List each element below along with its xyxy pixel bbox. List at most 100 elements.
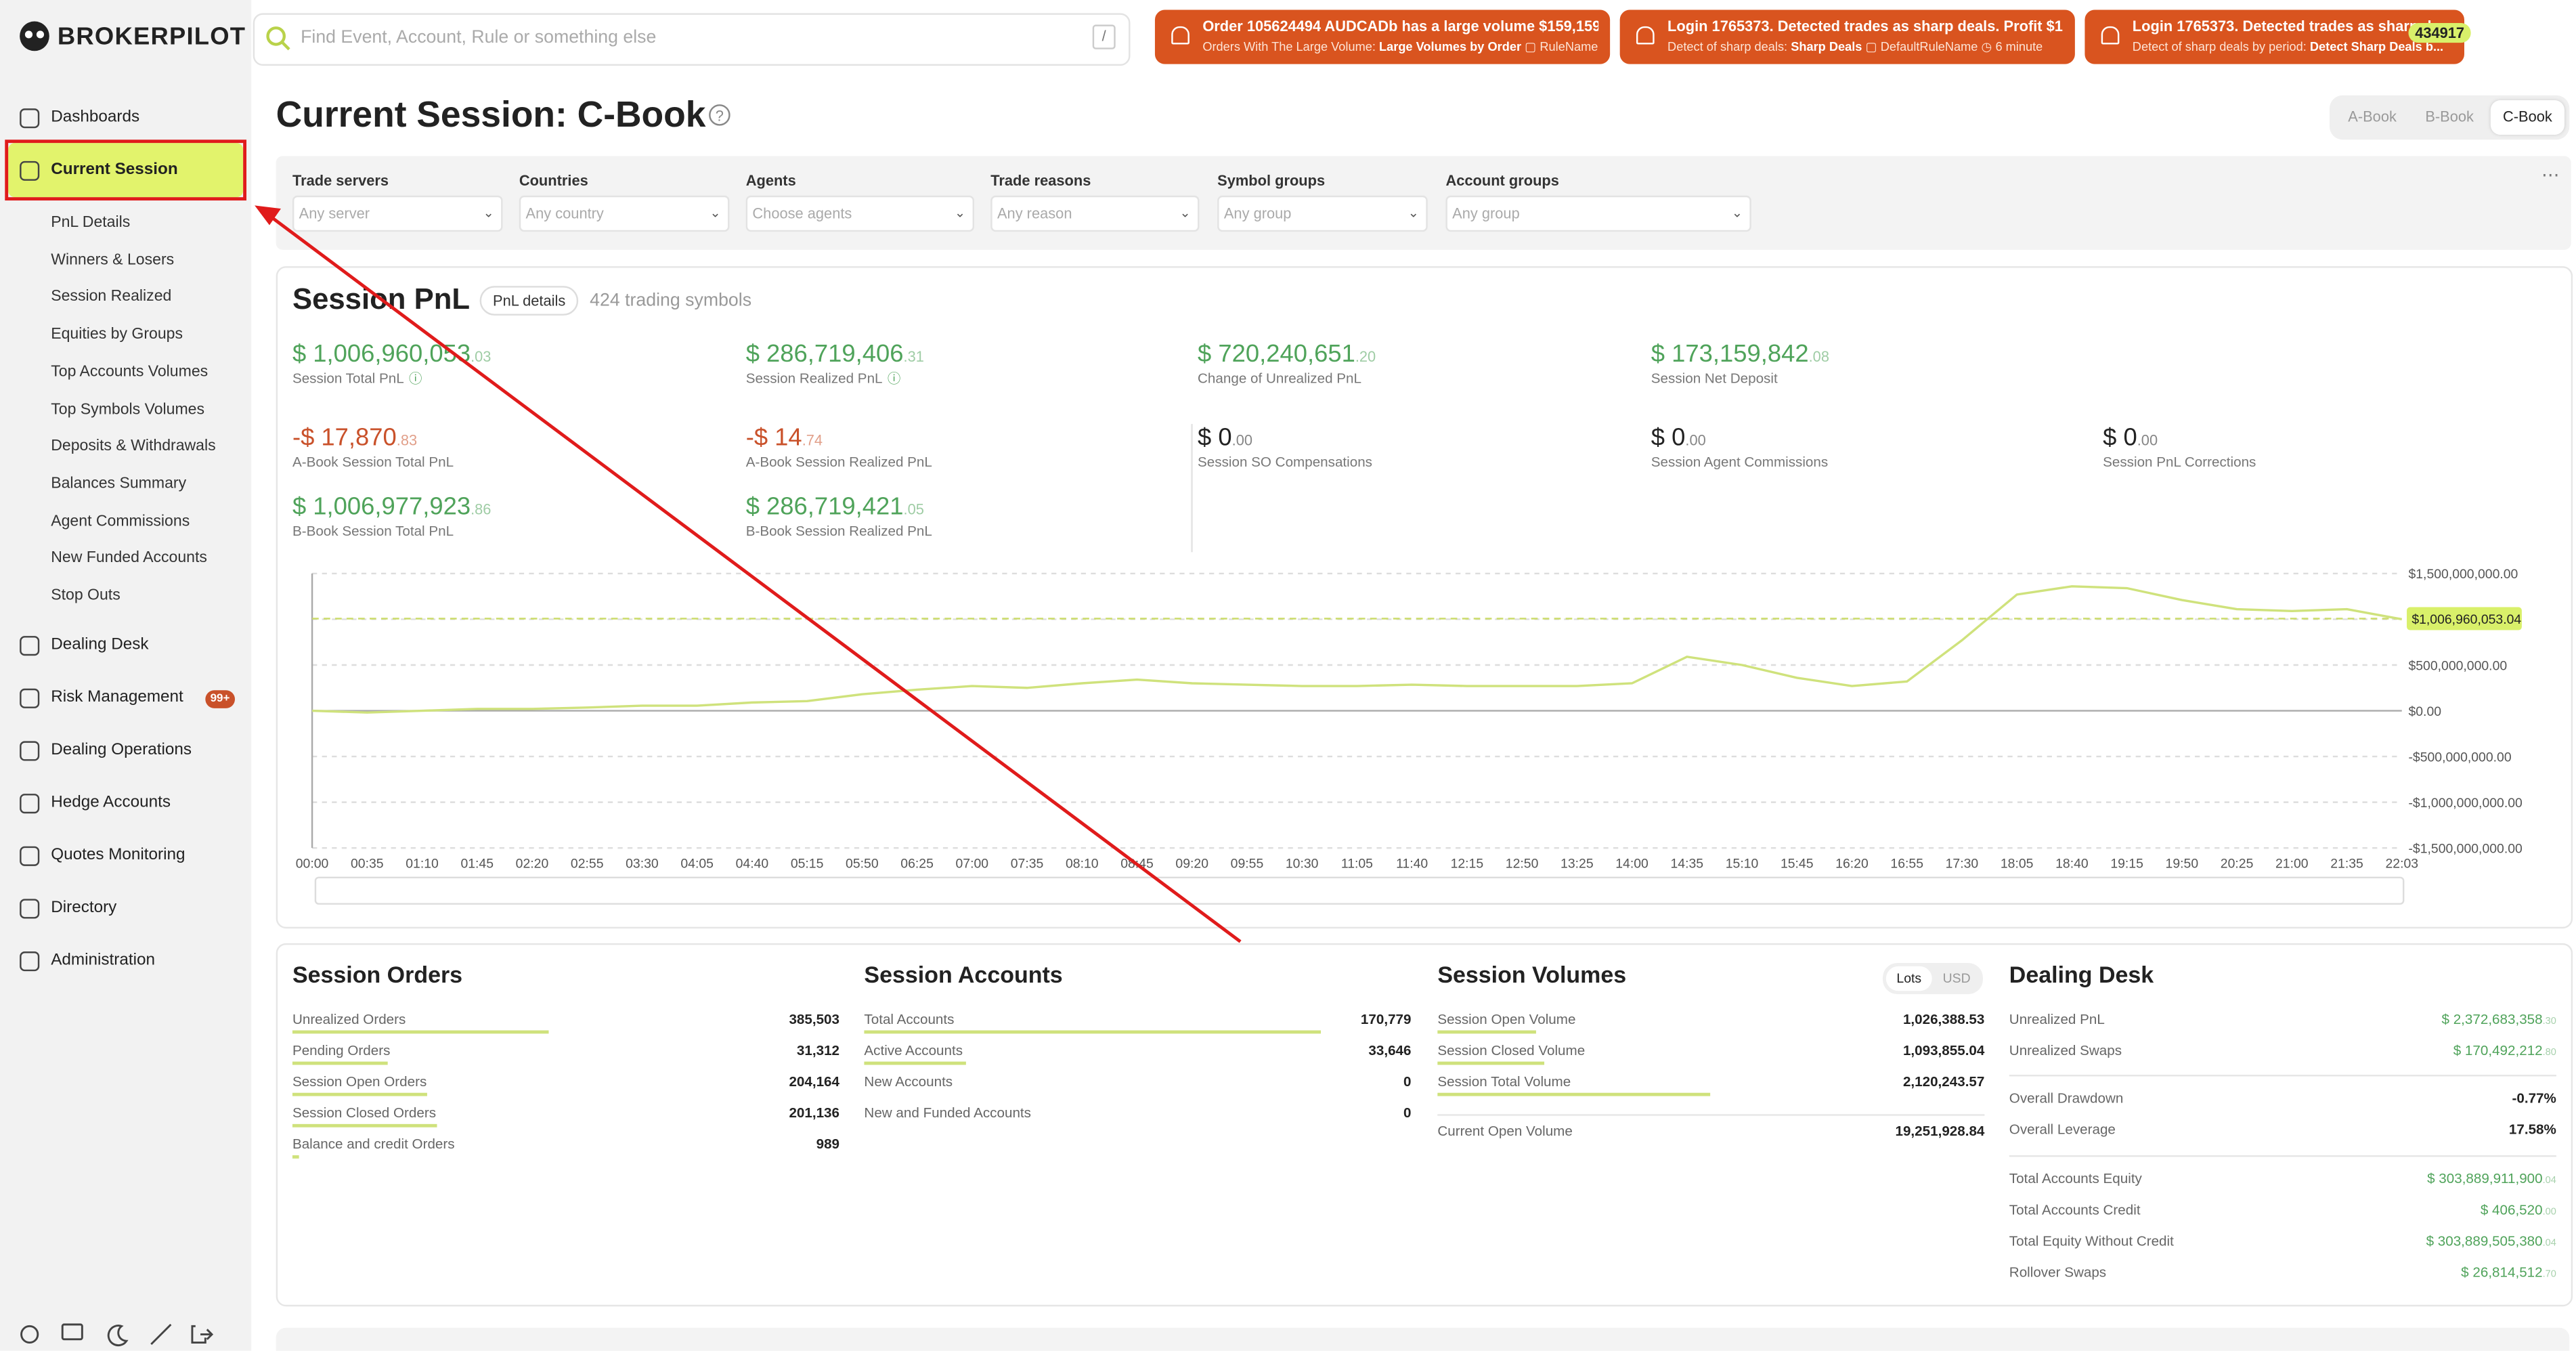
row-label: Pending Orders: [292, 1042, 391, 1058]
row-number: 989: [816, 1135, 840, 1153]
filter-select[interactable]: [292, 195, 503, 232]
row-label: Balance and credit Orders: [292, 1135, 455, 1153]
nav-subitem[interactable]: Agent Commissions: [51, 512, 190, 530]
metric-label: Session Realized PnL ⓘ: [745, 369, 901, 387]
filter-select[interactable]: [1217, 195, 1428, 232]
row-bar: [864, 1061, 966, 1065]
y-tick-label: -$1,000,000,000.00: [2408, 796, 2523, 811]
row-label: Total Accounts Credit: [2009, 1201, 2141, 1218]
nav-item[interactable]: Quotes Monitoring: [51, 846, 185, 865]
row-number: 385,503: [789, 1010, 840, 1027]
row-value: 1,093,855.04: [1903, 1042, 1984, 1058]
nav-item[interactable]: Dashboards: [51, 108, 140, 127]
nav-subitem[interactable]: Balances Summary: [51, 475, 187, 493]
help-icon: ?: [709, 104, 730, 126]
metric-value: $ 1,006,977,923: [292, 492, 471, 521]
row-label: Unrealized Orders: [292, 1010, 406, 1027]
more-menu[interactable]: ⋯: [2541, 166, 2560, 186]
metric-cents: .83: [396, 432, 418, 449]
toggle-option[interactable]: Lots: [1885, 966, 1932, 991]
filter-label: Agents: [745, 172, 796, 190]
nav-icon: [20, 899, 40, 919]
row-cents: .70: [2542, 1270, 2556, 1281]
nav-subitem[interactable]: PnL Details: [51, 213, 131, 232]
metric-amount: -$ 17,870.83: [292, 424, 417, 452]
row-value: 33,646: [1368, 1042, 1411, 1058]
panel-title: Session Accounts: [864, 961, 1063, 988]
toggle-option[interactable]: USD: [1942, 971, 1971, 986]
notification-title: Login 1765373. Detected trades as sharp …: [2132, 18, 2453, 35]
filter-label: Trade reasons: [990, 172, 1091, 190]
nav-subitem[interactable]: Session Realized: [51, 288, 172, 307]
row-label: Session Open Orders: [292, 1073, 427, 1090]
notification[interactable]: [1154, 9, 1611, 64]
row-value: 2,120,243.57: [1903, 1073, 1984, 1090]
metric-value: $ 173,159,842: [1651, 340, 1809, 368]
book-tab[interactable]: B-Book: [2425, 108, 2474, 125]
search-box[interactable]: [253, 13, 1131, 66]
nav-subitem[interactable]: Top Accounts Volumes: [51, 362, 209, 381]
metric-value: $ 0: [2103, 424, 2137, 452]
row-label: New Accounts: [864, 1073, 953, 1090]
filter-select[interactable]: [745, 195, 975, 232]
filter-placeholder: Any group: [1452, 205, 1520, 222]
row-value: $ 303,889,911,900.04: [2427, 1170, 2556, 1186]
nav-item[interactable]: Dealing Desk: [51, 636, 149, 654]
nav-item[interactable]: Dealing Operations: [51, 741, 192, 760]
x-tick-label: 19:50: [2166, 856, 2199, 871]
filter-select[interactable]: [519, 195, 730, 232]
pnl-details-button[interactable]: PnL details: [479, 286, 579, 316]
book-tab[interactable]: C-Book: [2490, 100, 2565, 135]
nav-item[interactable]: Risk Management: [51, 688, 183, 707]
row-label: Total Accounts Equity: [2009, 1170, 2142, 1187]
x-tick-label: 22:03: [2385, 856, 2418, 871]
row-number: 19,251,928.84: [1895, 1122, 1985, 1139]
x-tick-label: 05:50: [846, 856, 879, 871]
nav-subitem[interactable]: Winners & Losers: [51, 251, 175, 270]
nav-subitem[interactable]: Top Symbols Volumes: [51, 400, 205, 419]
info-icon: ⓘ: [408, 371, 422, 387]
row-number: 204,164: [789, 1073, 840, 1090]
row-label: Overall Drawdown: [2009, 1089, 2124, 1107]
x-tick-label: 15:10: [1726, 856, 1759, 871]
row-value: 17.58%: [2509, 1121, 2556, 1137]
metric-amount: $ 720,240,651.20: [1198, 340, 1376, 368]
highlight-box: [5, 140, 246, 201]
nav-subitem[interactable]: Deposits & Withdrawals: [51, 437, 216, 456]
x-tick-label: 05:15: [791, 856, 824, 871]
nav-icon: [20, 794, 40, 814]
filter-placeholder: Any server: [299, 205, 370, 222]
row-number: 170,779: [1360, 1010, 1412, 1027]
x-tick-label: 10:30: [1286, 856, 1319, 871]
nav-subitem[interactable]: Stop Outs: [51, 586, 121, 605]
nav-item[interactable]: Directory: [51, 899, 117, 918]
row-cents: .30: [2542, 1017, 2556, 1027]
nav-item[interactable]: Hedge Accounts: [51, 794, 171, 812]
row-value: 0: [1403, 1105, 1411, 1121]
dropdown-arrow: ⌄: [1179, 205, 1191, 221]
filter-placeholder: Any reason: [997, 205, 1072, 222]
filter-select[interactable]: [1445, 195, 1751, 232]
x-tick-label: 12:15: [1451, 856, 1484, 871]
nav-icon: [20, 160, 40, 181]
chart-scrollbar[interactable]: [314, 876, 2405, 905]
book-tab[interactable]: A-Book: [2348, 108, 2397, 125]
row-bar: [292, 1123, 437, 1127]
row-number: $ 303,889,505,380: [2426, 1232, 2543, 1249]
nav-item[interactable]: Administration: [51, 951, 155, 970]
row-value: 989: [816, 1136, 839, 1152]
footer-icons[interactable]: [20, 1323, 214, 1347]
notification[interactable]: [1619, 9, 2075, 64]
row-number: $ 170,492,212: [2453, 1042, 2543, 1058]
bell-icon: [2101, 26, 2120, 45]
nav-subitem[interactable]: Equities by Groups: [51, 325, 183, 344]
nav-subitem[interactable]: New Funded Accounts: [51, 549, 207, 567]
notification[interactable]: [2084, 9, 2464, 64]
filter-select[interactable]: [990, 195, 1200, 232]
user-badge[interactable]: 434917: [2408, 22, 2471, 43]
row-number: 17.58%: [2508, 1120, 2556, 1138]
nav-item[interactable]: Current Session: [51, 160, 178, 179]
row-label: Rollover Swaps: [2009, 1264, 2107, 1281]
y-tick-label: -$500,000,000.00: [2408, 750, 2511, 765]
dropdown-arrow: ⌄: [483, 205, 494, 221]
